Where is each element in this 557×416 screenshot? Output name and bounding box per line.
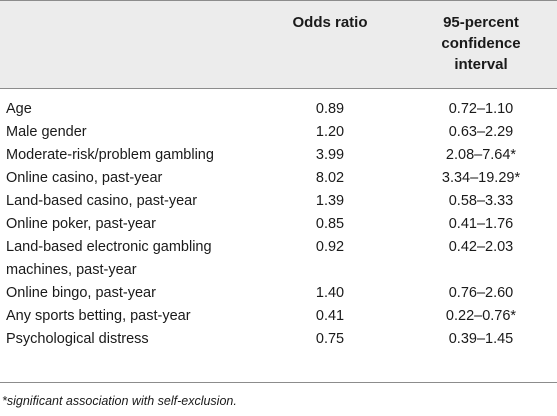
table-row: Moderate-risk/problem gambling 3.99 2.08…	[0, 144, 557, 167]
table-bottom-rule	[0, 382, 557, 383]
row-confidence-interval: 0.22–0.76*	[445, 308, 517, 324]
row-odds-ratio: 0.89	[315, 101, 345, 117]
table-body: Age 0.89 0.72–1.10 Male gender 1.20 0.63…	[0, 98, 557, 351]
table-row: Age 0.89 0.72–1.10	[0, 98, 557, 121]
row-label: Moderate-risk/problem gambling	[6, 147, 214, 163]
row-label: Land-based electronic gambling machines,…	[6, 239, 212, 278]
row-confidence-interval: 0.76–2.60	[448, 285, 514, 301]
row-confidence-interval: 3.34–19.29*	[441, 170, 521, 186]
row-confidence-interval: 2.08–7.64*	[445, 147, 517, 163]
table-row: Online casino, past-year 8.02 3.34–19.29…	[0, 167, 557, 190]
table-row: Any sports betting, past-year 0.41 0.22–…	[0, 305, 557, 328]
table-row: Land-based casino, past-year 1.39 0.58–3…	[0, 190, 557, 213]
row-label: Psychological distress	[6, 331, 149, 347]
row-odds-ratio: 8.02	[315, 170, 345, 186]
row-label: Online casino, past-year	[6, 170, 163, 186]
table-footnote: *significant association with self-exclu…	[2, 394, 237, 408]
table-row: Online poker, past-year 0.85 0.41–1.76	[0, 213, 557, 236]
header-confidence-interval: 95-percent confidence interval	[441, 14, 521, 73]
row-label: Age	[6, 101, 32, 117]
row-confidence-interval: 0.39–1.45	[448, 331, 514, 347]
row-confidence-interval: 0.42–2.03	[448, 239, 514, 255]
row-confidence-interval: 0.72–1.10	[448, 101, 514, 117]
table-row: Male gender 1.20 0.63–2.29	[0, 121, 557, 144]
row-odds-ratio: 0.92	[315, 239, 345, 255]
row-label: Any sports betting, past-year	[6, 308, 191, 324]
row-odds-ratio: 0.85	[315, 216, 345, 232]
table-row: Land-based electronic gambling machines,…	[0, 236, 557, 282]
row-odds-ratio: 3.99	[315, 147, 345, 163]
row-odds-ratio: 1.20	[315, 124, 345, 140]
row-label: Male gender	[6, 124, 87, 140]
row-confidence-interval: 0.63–2.29	[448, 124, 514, 140]
row-odds-ratio: 1.39	[315, 193, 345, 209]
row-odds-ratio: 0.75	[315, 331, 345, 347]
row-odds-ratio: 1.40	[315, 285, 345, 301]
header-odds-ratio: Odds ratio	[292, 14, 368, 31]
table-header: Odds ratio 95-percent confidence interva…	[0, 0, 557, 89]
row-label: Online poker, past-year	[6, 216, 156, 232]
table-row: Online bingo, past-year 1.40 0.76–2.60	[0, 282, 557, 305]
row-confidence-interval: 0.41–1.76	[448, 216, 514, 232]
row-confidence-interval: 0.58–3.33	[448, 193, 514, 209]
row-label: Land-based casino, past-year	[6, 193, 198, 209]
row-label: Online bingo, past-year	[6, 285, 156, 301]
row-odds-ratio: 0.41	[315, 308, 345, 324]
odds-ratio-table: Odds ratio 95-percent confidence interva…	[0, 0, 557, 351]
table-row: Psychological distress 0.75 0.39–1.45	[0, 328, 557, 351]
